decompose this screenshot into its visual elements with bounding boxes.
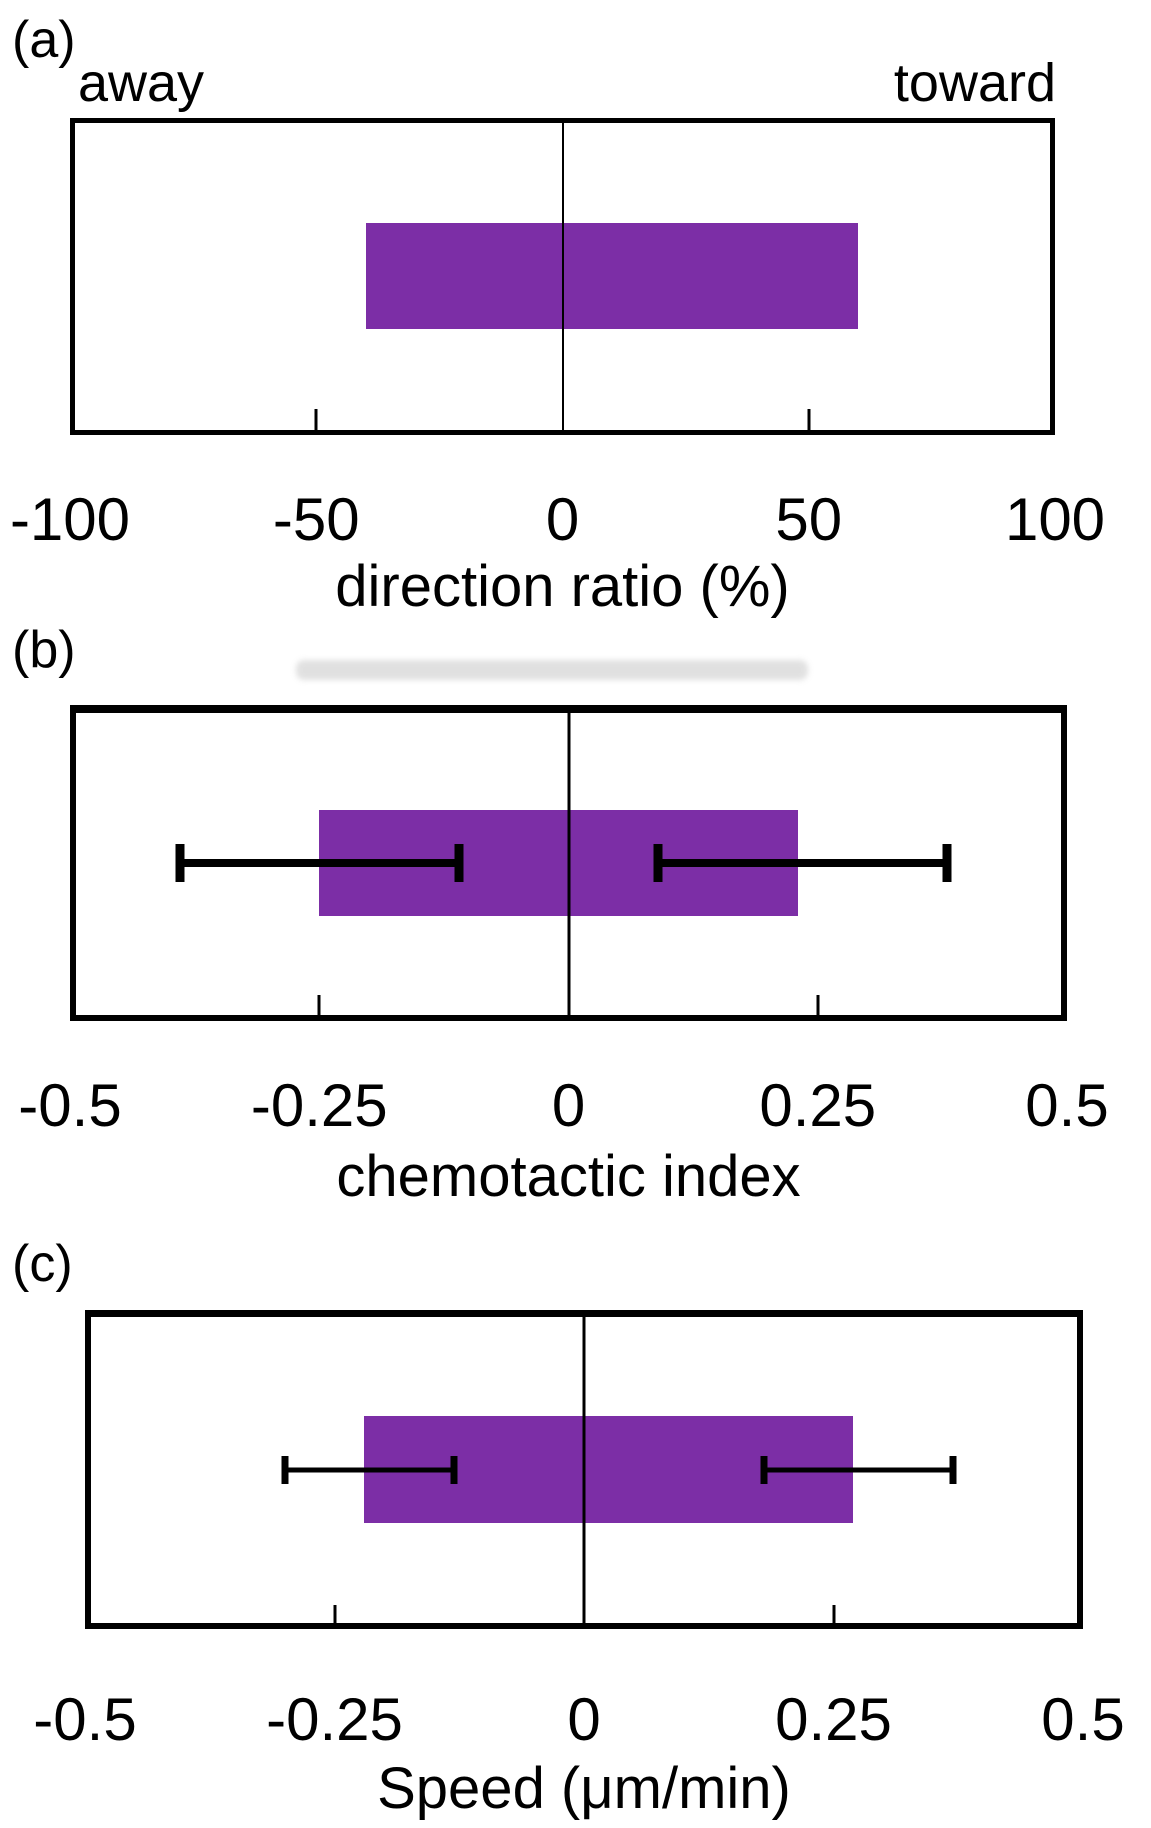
- x-tick-labels-b: -0.5 -0.25 0 0.25 0.5: [18, 1072, 1108, 1140]
- x-tick-label: 50: [775, 486, 843, 553]
- error-bar-toward-inner-cap: [760, 1455, 768, 1484]
- x-axis-label-c: Speed (μm/min): [377, 1756, 791, 1821]
- error-bar-away-line: [179, 859, 459, 867]
- zero-line: [582, 1310, 586, 1629]
- error-bar-away-line: [284, 1467, 455, 1472]
- annotation-away: away: [78, 53, 205, 113]
- x-tick-labels-c: -0.5 -0.25 0 0.25 0.5: [33, 1686, 1124, 1754]
- panel-label-c: (c): [12, 1235, 73, 1293]
- x-tick-label: 0: [567, 1686, 601, 1753]
- x-tick: [333, 1605, 336, 1629]
- x-tick: [816, 995, 820, 1021]
- error-bar-away-inner-cap: [175, 844, 185, 882]
- plot-box-a: [70, 118, 1055, 435]
- x-tick-label: 0.25: [759, 1072, 877, 1139]
- data-bar: [365, 223, 858, 330]
- error-bar-away-outer-cap: [450, 1455, 458, 1484]
- x-tick: [314, 409, 318, 435]
- error-bar-away-inner-cap: [281, 1455, 289, 1484]
- x-tick-label: 0.5: [1025, 1072, 1109, 1139]
- error-bar-away-outer-cap: [454, 844, 464, 882]
- direction-annotations: away toward: [70, 56, 1056, 110]
- plot-box-c: [85, 1310, 1083, 1629]
- x-axis-label-a: direction ratio (%): [335, 554, 790, 619]
- panel-label-b: (b): [12, 621, 76, 679]
- x-tick-label: 0.5: [1041, 1686, 1125, 1753]
- error-bar-toward-outer-cap: [942, 844, 952, 882]
- x-tick-label: 0: [545, 486, 580, 553]
- error-bar-toward-line: [658, 859, 948, 867]
- x-tick-label: -0.5: [33, 1686, 137, 1753]
- ghost-artifact: [296, 660, 808, 680]
- x-tick-label: -0.25: [266, 1686, 403, 1753]
- error-bar-toward-inner-cap: [653, 844, 663, 882]
- zero-line: [567, 705, 570, 1021]
- x-tick-label: -100: [9, 486, 131, 553]
- plot-box-b: [70, 705, 1067, 1021]
- x-tick-label: 100: [1004, 486, 1106, 553]
- x-tick: [832, 1605, 835, 1629]
- x-tick-label: 0: [551, 1072, 586, 1139]
- x-tick-label: 0.25: [775, 1686, 892, 1753]
- x-tick-label: -0.25: [250, 1072, 388, 1139]
- x-axis-label-b: chemotactic index: [336, 1144, 801, 1209]
- zero-line: [561, 118, 564, 435]
- x-tick: [317, 995, 321, 1021]
- error-bar-toward-line: [763, 1467, 954, 1472]
- panel-label-a: (a): [12, 11, 76, 69]
- x-tick-label: -0.5: [18, 1072, 122, 1139]
- x-tick-label: -50: [272, 486, 360, 553]
- x-tick: [807, 409, 811, 435]
- x-tick-labels-a: -100 -50 0 50 100: [10, 486, 1105, 554]
- annotation-toward: toward: [893, 53, 1056, 113]
- error-bar-toward-outer-cap: [949, 1455, 957, 1484]
